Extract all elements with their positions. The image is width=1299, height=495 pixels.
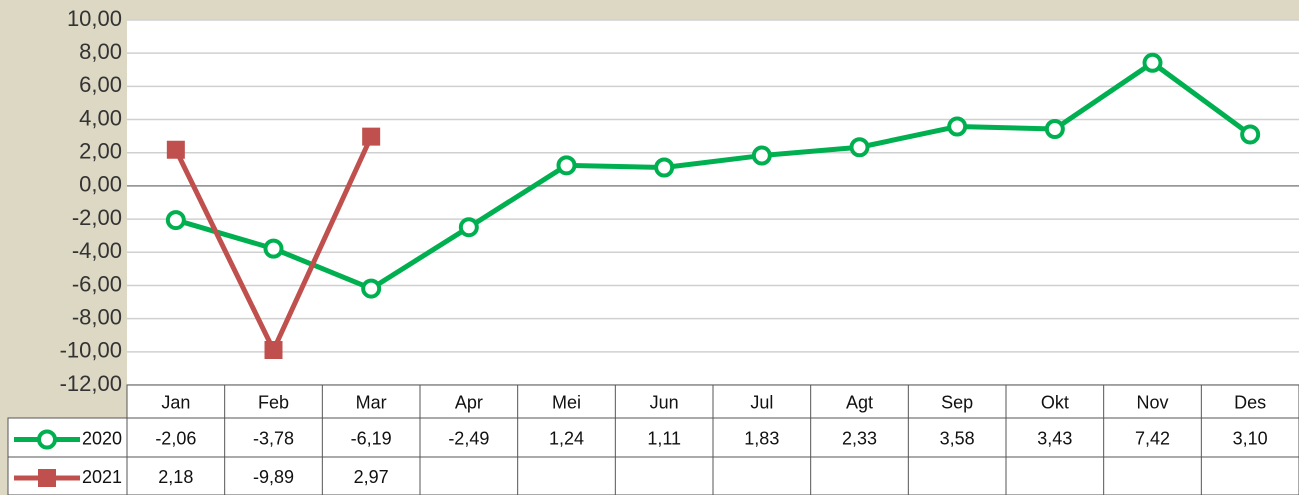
table-value: 1,11	[647, 428, 681, 448]
y-tick-label: 4,00	[79, 105, 122, 130]
marker	[556, 155, 577, 176]
x-tick-label: Jan	[161, 392, 190, 412]
marker	[947, 116, 968, 137]
x-tick-label: Nov	[1136, 392, 1168, 412]
marker	[38, 469, 56, 487]
legend-label: 2020	[82, 428, 122, 448]
x-tick-label: Des	[1234, 392, 1266, 412]
marker	[263, 238, 284, 259]
marker	[165, 210, 186, 231]
marker	[361, 278, 382, 299]
x-tick-label: Mei	[552, 392, 581, 412]
y-tick-label: -2,00	[72, 205, 122, 230]
marker	[264, 340, 283, 359]
y-tick-label: 10,00	[67, 6, 122, 31]
x-tick-label: Agt	[846, 392, 873, 412]
table-value: -3,78	[253, 428, 294, 448]
x-tick-label: Jul	[750, 392, 773, 412]
y-tick-label: -4,00	[72, 238, 122, 263]
y-tick-label: 2,00	[79, 139, 122, 164]
y-tick-label: 6,00	[79, 72, 122, 97]
marker	[362, 127, 381, 146]
x-tick-label: Feb	[258, 392, 289, 412]
series-line	[175, 60, 1252, 292]
table-value: 7,42	[1135, 428, 1170, 448]
marker	[1240, 124, 1261, 145]
marker	[458, 217, 479, 238]
y-tick-label: -6,00	[72, 271, 122, 296]
table-value: -2,49	[448, 428, 489, 448]
marker	[1044, 119, 1065, 140]
marker	[751, 145, 772, 166]
table-value: 2,18	[158, 467, 193, 487]
x-tick-label: Mar	[356, 392, 387, 412]
table-value: -6,19	[351, 428, 392, 448]
table-row-bg	[7, 456, 1299, 495]
x-tick-label: Sep	[941, 392, 973, 412]
marker	[166, 140, 185, 159]
table-value: -9,89	[253, 467, 294, 487]
x-tick-label: Okt	[1041, 392, 1069, 412]
table-value: 1,24	[549, 428, 584, 448]
x-tick-label: Apr	[455, 392, 483, 412]
legend-label: 2021	[82, 467, 122, 487]
table-value: -2,06	[155, 428, 196, 448]
marker	[849, 137, 870, 158]
table-value: 2,97	[354, 467, 389, 487]
marker	[654, 157, 675, 178]
table-value: 3,43	[1037, 428, 1072, 448]
plot-area	[127, 20, 1299, 385]
y-tick-label: 0,00	[79, 172, 122, 197]
y-tick-label: -8,00	[72, 304, 122, 329]
table-row-bg	[7, 417, 1299, 458]
y-tick-label: 8,00	[79, 39, 122, 64]
table-value: 3,58	[940, 428, 975, 448]
x-tick-label: Jun	[650, 392, 679, 412]
table-value: 3,10	[1233, 428, 1268, 448]
y-tick-label: -12,00	[60, 371, 122, 396]
y-tick-label: -10,00	[60, 338, 122, 363]
table-value: 1,83	[744, 428, 779, 448]
marker	[37, 429, 57, 450]
marker	[1142, 52, 1163, 73]
table-value: 2,33	[842, 428, 877, 448]
